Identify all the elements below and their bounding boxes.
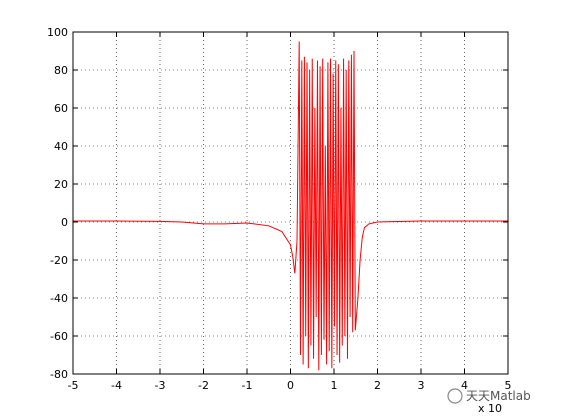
- y-tick-label: -80: [50, 368, 68, 381]
- x-tick-label: -4: [111, 379, 122, 392]
- x-tick-label: -2: [198, 379, 209, 392]
- y-tick-label: -40: [50, 292, 68, 305]
- y-tick-label: 40: [54, 140, 68, 153]
- x-tick-label: 2: [374, 379, 381, 392]
- y-tick-label: 20: [54, 178, 68, 191]
- axis-multiplier: x 10: [478, 402, 502, 415]
- x-tick-label: 5: [505, 379, 512, 392]
- x-tick-label: -5: [68, 379, 79, 392]
- x-tick-label: -3: [155, 379, 166, 392]
- x-tick-label: 1: [331, 379, 338, 392]
- watermark-icon: [447, 388, 463, 404]
- x-tick-label: 0: [287, 379, 294, 392]
- data-line: [73, 41, 508, 371]
- y-tick-label: -20: [50, 254, 68, 267]
- plot-frame: [72, 31, 509, 375]
- y-tick-label: 100: [47, 26, 68, 39]
- x-tick-label: -1: [242, 379, 253, 392]
- watermark: 天天Matlab: [466, 389, 531, 403]
- x-tick-label: 4: [461, 379, 468, 392]
- y-tick-label: 0: [61, 216, 68, 229]
- y-tick-label: 80: [54, 64, 68, 77]
- y-tick-label: 60: [54, 102, 68, 115]
- y-tick-label: -60: [50, 330, 68, 343]
- x-tick-label: 3: [418, 379, 425, 392]
